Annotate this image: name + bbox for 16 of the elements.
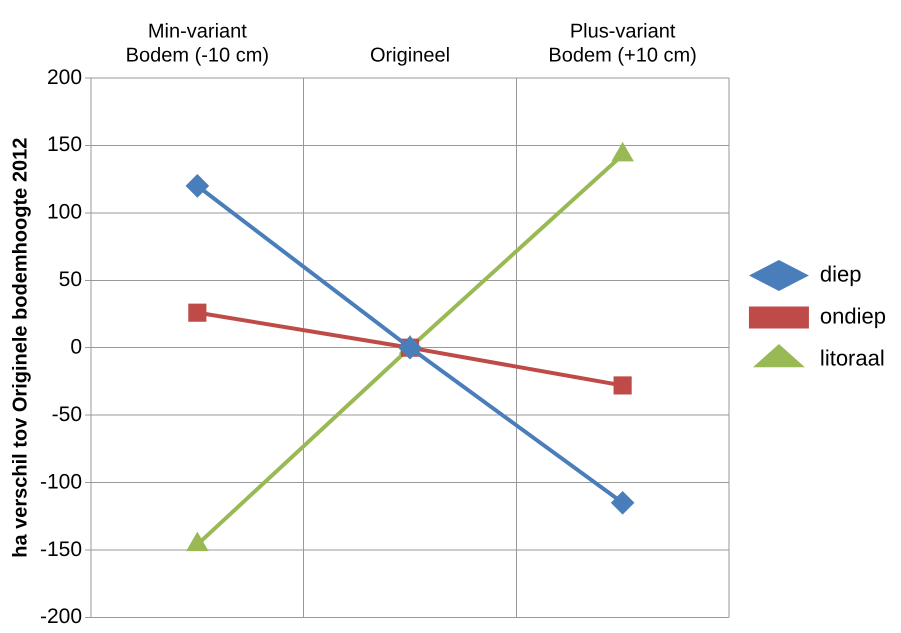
x-tick-label: Origineel <box>370 44 450 67</box>
legend-label: diep <box>820 262 862 287</box>
y-tick-label: -50 <box>52 402 82 426</box>
y-tick-label: -200 <box>40 605 82 628</box>
y-tick-label: 0 <box>70 335 82 358</box>
x-tick-label: Min-variant Bodem (-10 cm) <box>126 20 270 67</box>
y-tick-label: 100 <box>46 200 82 224</box>
legend-label: litoraal <box>820 346 885 371</box>
y-tick-label: 150 <box>46 133 82 156</box>
x-tick-label: Plus-variant Bodem (+10 cm) <box>548 20 697 67</box>
y-axis-title: ha verschil tov Originele bodemhoogte 2012 <box>10 138 32 558</box>
legend-label: ondiep <box>820 304 886 329</box>
y-tick-label: 50 <box>58 268 82 292</box>
y-tick-label: -150 <box>40 538 82 561</box>
y-tick-label: 200 <box>46 66 82 89</box>
y-tick-label: -100 <box>40 470 82 494</box>
